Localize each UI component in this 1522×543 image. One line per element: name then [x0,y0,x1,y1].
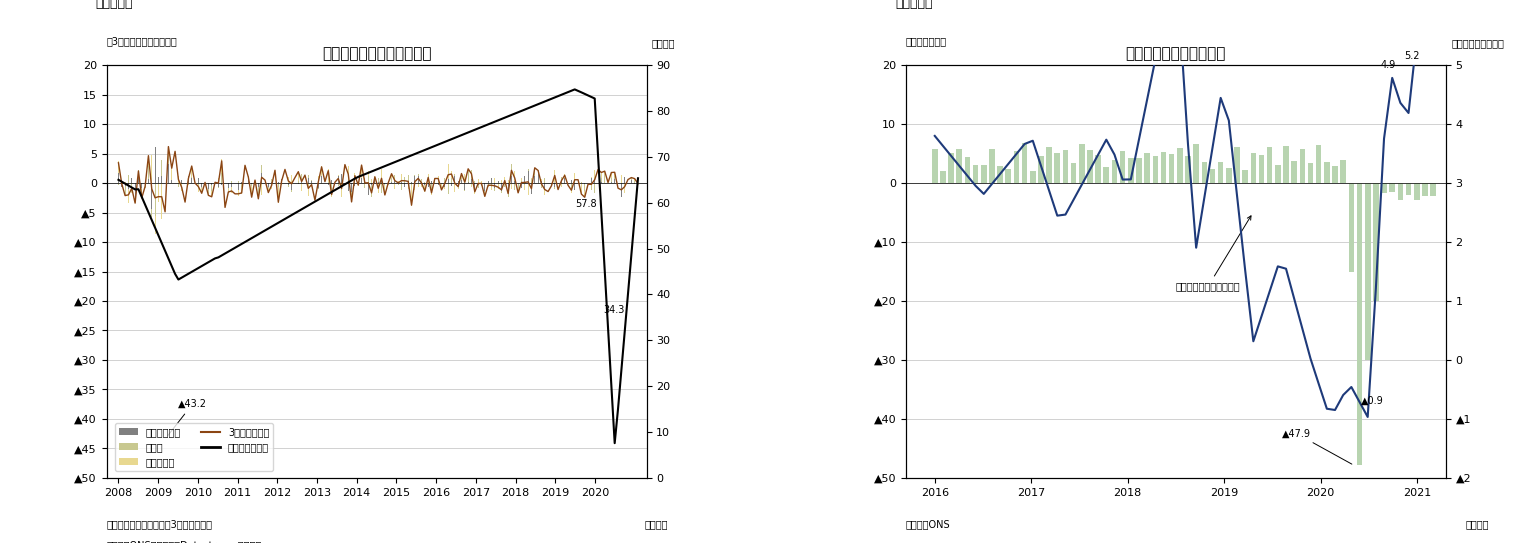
Text: 給与取得雇用者の前月差: 給与取得雇用者の前月差 [1177,216,1251,291]
Bar [1317,145,1321,183]
Text: （前年同期比、％）: （前年同期比、％） [1452,39,1504,49]
Bar [1390,183,1396,192]
Title: 求人数の変化（要因分解）: 求人数の変化（要因分解） [321,46,431,61]
Bar [1135,159,1142,183]
Bar [1071,163,1076,183]
Text: （図表３）: （図表３） [96,0,134,10]
Bar [1014,151,1020,183]
Bar [1193,144,1199,183]
Text: （図表４）: （図表４） [895,0,933,10]
Bar [1210,169,1215,183]
Bar [1128,158,1134,183]
Bar [1227,168,1231,183]
Bar [1169,154,1175,183]
Bar [1062,150,1068,183]
Bar [1365,183,1370,360]
Legend: その他の産業, 製造業, サービス業, 3か月前との差, 求人数（右軸）: その他の産業, 製造業, サービス業, 3か月前との差, 求人数（右軸） [114,424,272,471]
Bar [1266,147,1272,183]
Bar [1414,183,1420,200]
Text: ▲47.9: ▲47.9 [1282,428,1352,464]
Bar [1251,153,1256,183]
Bar [1356,183,1362,465]
Bar [1382,183,1387,193]
Text: ▲0.9: ▲0.9 [1361,396,1383,406]
Bar [1373,183,1379,301]
Bar [989,149,995,183]
Title: 給与取得者データの推移: 給与取得者データの推移 [1126,46,1227,61]
Bar [1218,162,1224,183]
Text: （万件）: （万件） [651,39,676,49]
Text: ▲43.2: ▲43.2 [167,399,207,435]
Bar [1275,166,1280,183]
Bar [1006,169,1011,183]
Bar [1431,183,1435,196]
Bar [1234,147,1240,183]
Bar [997,166,1003,183]
Bar [1079,144,1085,183]
Bar [1341,160,1345,183]
Bar [1055,153,1061,183]
Text: （3か月前との差、万人）: （3か月前との差、万人） [107,36,177,46]
Bar [1186,156,1190,183]
Bar [1406,183,1411,195]
Bar [1283,146,1289,183]
Bar [1152,156,1158,183]
Bar [1397,183,1403,200]
Bar [931,149,938,183]
Bar [948,153,954,183]
Bar [965,156,970,183]
Bar [1120,151,1125,183]
Bar [1324,162,1330,183]
Bar [1177,148,1183,183]
Bar [1103,167,1110,183]
Bar [1242,170,1248,183]
Bar [973,165,979,183]
Bar [1145,153,1151,183]
Bar [1332,166,1338,183]
Bar [956,149,962,183]
Text: （件数、万件）: （件数、万件） [906,36,947,46]
Text: 34.3: 34.3 [603,305,624,315]
Bar [1046,147,1052,183]
Bar [1201,162,1207,183]
Text: 5.2: 5.2 [1405,51,1420,61]
Bar [1021,143,1027,183]
Text: （月次）: （月次） [1466,519,1489,529]
Text: 57.8: 57.8 [575,199,597,209]
Text: 4.9: 4.9 [1380,60,1396,70]
Bar [1300,149,1306,183]
Bar [1038,156,1044,183]
Bar [1259,155,1265,183]
Bar [1096,155,1100,183]
Bar [941,171,945,183]
Text: （資料）ONS: （資料）ONS [906,519,950,529]
Bar [1291,161,1297,183]
Bar [982,166,986,183]
Text: （資料）ONSのデータをDatastreamより取得: （資料）ONSのデータをDatastreamより取得 [107,540,262,543]
Text: （注）季節調整値、後方3か月移動平均: （注）季節調整値、後方3か月移動平均 [107,519,213,529]
Bar [1161,152,1166,183]
Bar [1030,171,1035,183]
Bar [1422,183,1428,196]
Text: （月次）: （月次） [645,519,668,529]
Bar [1307,162,1313,183]
Bar [1111,160,1117,183]
Bar [1087,150,1093,183]
Bar [1348,183,1355,272]
